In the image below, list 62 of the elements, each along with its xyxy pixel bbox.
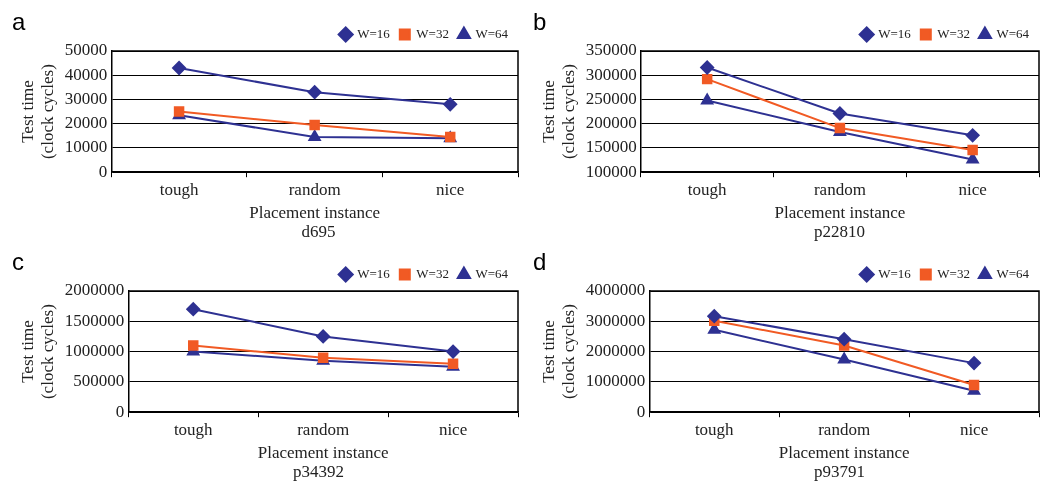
chart-title: b — [533, 8, 547, 36]
x-tick-label: random — [297, 419, 350, 439]
y-axis-title: Test time (clock cycles) — [17, 64, 58, 160]
y-tick-label: 0 — [636, 401, 646, 421]
legend-label: W=16 — [878, 25, 912, 41]
legend-label: W=16 — [357, 25, 391, 41]
x-tick-label: random — [813, 179, 866, 199]
chart-title: d — [533, 248, 547, 276]
y-tick-label: 3000000 — [585, 310, 646, 330]
y-tick-label: 250000 — [585, 88, 637, 108]
legend-label: W=32 — [937, 25, 970, 41]
legend-label: W=64 — [475, 265, 509, 281]
y-tick-label: 500000 — [73, 371, 125, 391]
y-tick-label: 2000000 — [64, 280, 125, 300]
x-tick-label: tough — [687, 179, 728, 199]
y-tick-label: 0 — [115, 401, 125, 421]
y-tick-label: 150000 — [585, 137, 637, 157]
legend-label: W=64 — [996, 265, 1030, 281]
legend-label: W=32 — [416, 25, 449, 41]
y-tick-label: 300000 — [585, 64, 637, 84]
legend-label: W=16 — [878, 265, 912, 281]
text: p93791 — [813, 462, 866, 482]
legend-label: W=64 — [996, 25, 1030, 41]
y-tick-label: 4000000 — [585, 280, 646, 300]
text: p22810 — [813, 222, 866, 242]
legend-label: W=32 — [937, 265, 970, 281]
chart-title: c — [12, 248, 24, 276]
x-tick-label: nice — [436, 179, 465, 199]
y-tick-label: 0 — [98, 161, 108, 181]
x-tick-label: tough — [159, 179, 199, 199]
y-axis-title: Test time (clock cycles) — [538, 304, 579, 400]
y-tick-label: 100000 — [585, 161, 637, 181]
x-axis-title: Placement instance — [249, 203, 381, 223]
x-tick-label: tough — [173, 419, 214, 439]
text: p34392 — [292, 462, 345, 482]
y-tick-label: 1000000 — [585, 371, 646, 391]
y-tick-label: 2000000 — [585, 341, 646, 361]
x-tick-label: random — [288, 179, 341, 199]
legend-label: W=16 — [357, 265, 391, 281]
x-tick-label: nice — [438, 419, 468, 439]
x-tick-label: tough — [694, 419, 735, 439]
y-axis-title: Test time (clock cycles) — [538, 64, 579, 160]
x-axis-title: Placement instance — [257, 443, 389, 463]
x-tick-label: random — [818, 419, 871, 439]
y-axis-title: Test time (clock cycles) — [17, 304, 58, 400]
legend-label: W=64 — [475, 25, 509, 41]
y-tick-label: 10000 — [64, 137, 108, 157]
legend-label: W=32 — [416, 265, 449, 281]
y-tick-label: 20000 — [64, 113, 108, 133]
x-tick-label: nice — [958, 179, 987, 199]
x-axis-title: Placement instance — [778, 443, 910, 463]
y-tick-label: 30000 — [64, 88, 108, 108]
y-tick-label: 200000 — [585, 113, 637, 133]
y-tick-label: 40000 — [64, 64, 108, 84]
x-axis-title: Placement instance — [774, 203, 906, 223]
y-tick-label: 1500000 — [64, 310, 125, 330]
y-tick-label: 350000 — [585, 40, 637, 60]
y-tick-label: 50000 — [64, 40, 108, 60]
y-tick-label: 1000000 — [64, 341, 125, 361]
text: d695 — [300, 222, 337, 242]
chart-title: a — [12, 8, 26, 36]
x-tick-label: nice — [959, 419, 989, 439]
